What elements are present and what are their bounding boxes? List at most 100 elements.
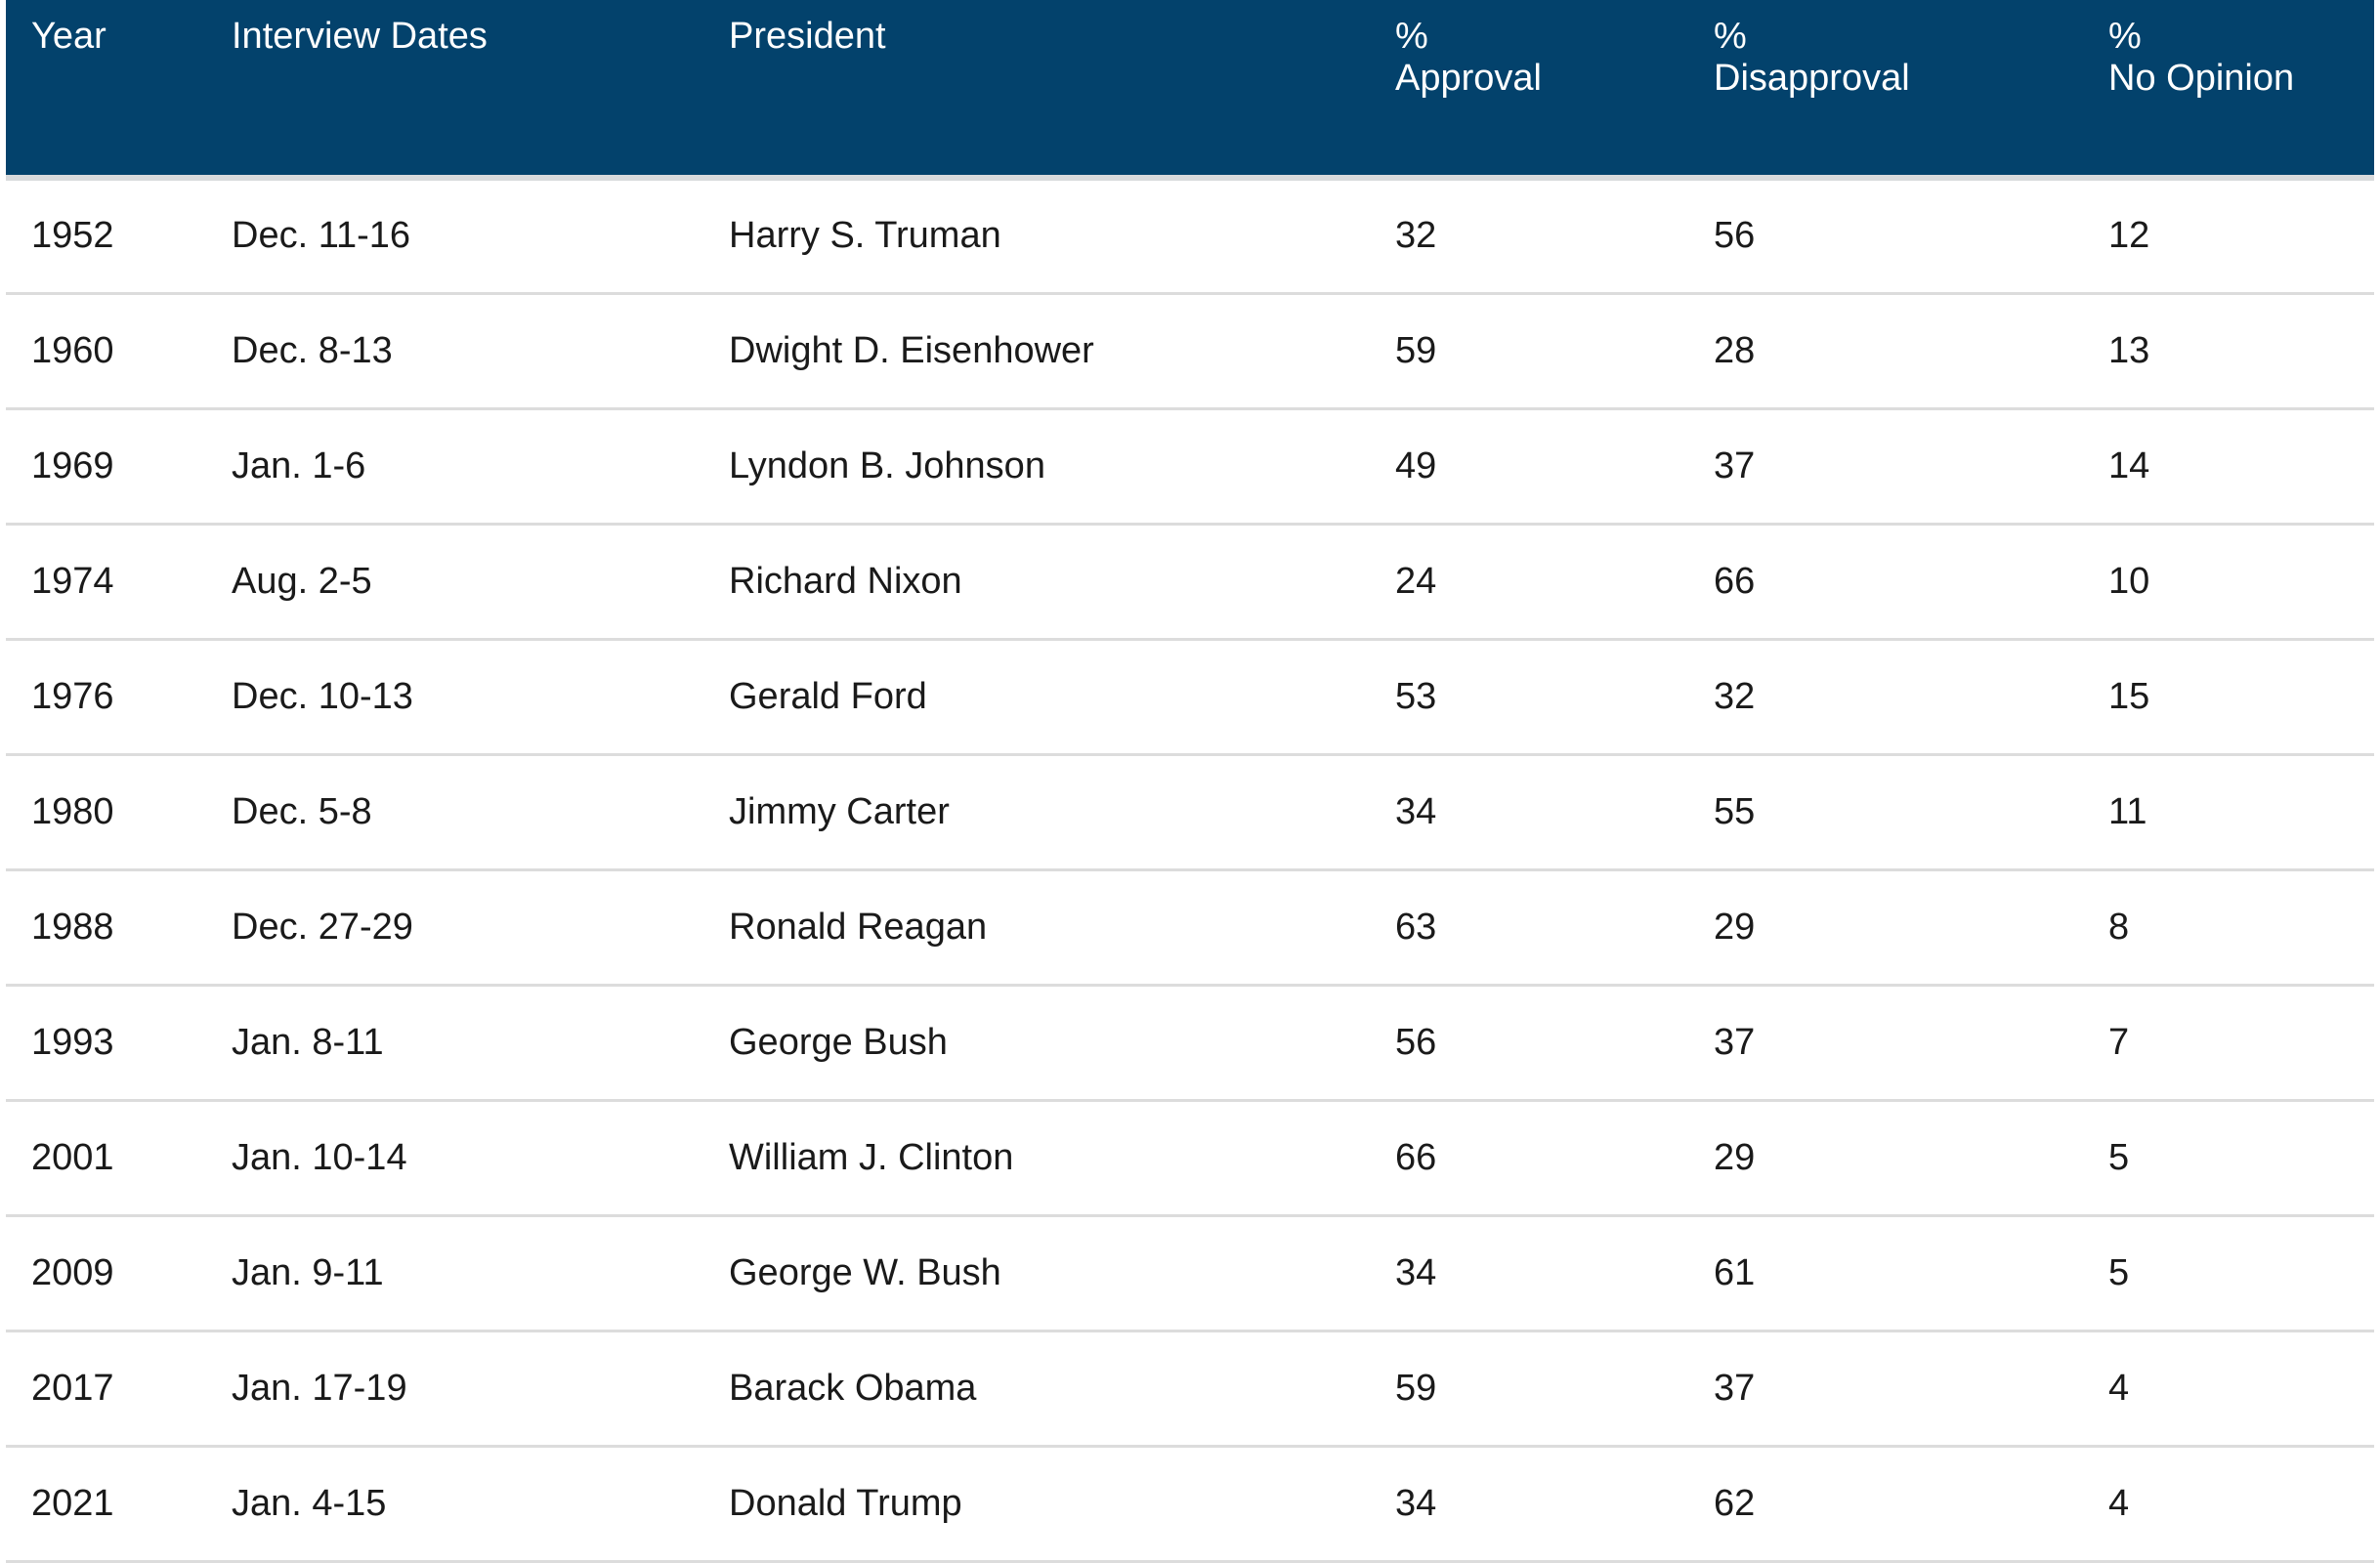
table-row: 1993 Jan. 8-11 George Bush 56 37 7: [6, 985, 2374, 1102]
cell-president: Lyndon B. Johnson: [729, 408, 1395, 526]
cell-disapproval: 37: [1714, 985, 2108, 1102]
cell-dates: Dec. 10-13: [232, 639, 729, 756]
column-header-no_opinion-line2: No Opinion: [2108, 58, 2295, 99]
cell-approval: 53: [1395, 639, 1714, 756]
cell-approval: 34: [1395, 1215, 1714, 1332]
cell-year: 2001: [6, 1100, 232, 1217]
cell-year: 1974: [6, 524, 232, 641]
table-row: 2001 Jan. 10-14 William J. Clinton 66 29 5: [6, 1100, 2374, 1217]
cell-disapproval: 37: [1714, 408, 2108, 526]
cell-president: Ronald Reagan: [729, 869, 1395, 987]
cell-approval: 59: [1395, 293, 1714, 410]
cell-dates: Jan. 10-14: [232, 1100, 729, 1217]
cell-no_opinion: 15: [2108, 639, 2374, 756]
cell-president: William J. Clinton: [729, 1100, 1395, 1217]
cell-approval: 32: [1395, 178, 1714, 295]
cell-disapproval: 29: [1714, 1100, 2108, 1217]
column-header-disapproval-line2: Disapproval: [1714, 58, 1910, 99]
cell-year: 2009: [6, 1215, 232, 1332]
cell-president: Dwight D. Eisenhower: [729, 293, 1395, 410]
cell-year: 1976: [6, 639, 232, 756]
cell-no_opinion: 13: [2108, 293, 2374, 410]
cell-disapproval: 29: [1714, 869, 2108, 987]
cell-approval: 24: [1395, 524, 1714, 641]
table-row: 1952 Dec. 11-16 Harry S. Truman 32 56 12: [6, 178, 2374, 295]
cell-approval: 34: [1395, 1446, 1714, 1563]
cell-approval: 66: [1395, 1100, 1714, 1217]
column-header-president-line1: President: [729, 16, 886, 57]
cell-president: Harry S. Truman: [729, 178, 1395, 295]
cell-president: Jimmy Carter: [729, 754, 1395, 871]
cell-year: 2017: [6, 1331, 232, 1448]
column-header-disapproval-line1: %: [1714, 16, 1747, 57]
column-header-president: President: [729, 0, 1395, 181]
cell-dates: Dec. 11-16: [232, 178, 729, 295]
cell-year: 1993: [6, 985, 232, 1102]
cell-disapproval: 32: [1714, 639, 2108, 756]
cell-dates: Jan. 8-11: [232, 985, 729, 1102]
cell-disapproval: 61: [1714, 1215, 2108, 1332]
column-header-no_opinion-line1: %: [2108, 16, 2142, 57]
cell-no_opinion: 4: [2108, 1446, 2374, 1563]
cell-disapproval: 66: [1714, 524, 2108, 641]
table-row: 2009 Jan. 9-11 George W. Bush 34 61 5: [6, 1215, 2374, 1332]
column-header-no_opinion: % No Opinion: [2108, 0, 2374, 181]
table-row: 1980 Dec. 5-8 Jimmy Carter 34 55 11: [6, 754, 2374, 871]
table-header: Year Interview Dates President% Approval% Di…: [6, 0, 2374, 181]
column-header-approval-line1: %: [1395, 16, 1428, 57]
table-row: 1969 Jan. 1-6 Lyndon B. Johnson 49 37 14: [6, 408, 2374, 526]
cell-no_opinion: 11: [2108, 754, 2374, 871]
table-row: 1976 Dec. 10-13 Gerald Ford 53 32 15: [6, 639, 2374, 756]
cell-president: Barack Obama: [729, 1331, 1395, 1448]
cell-dates: Aug. 2-5: [232, 524, 729, 641]
cell-disapproval: 55: [1714, 754, 2108, 871]
table-row: 2021 Jan. 4-15 Donald Trump 34 62 4: [6, 1446, 2374, 1563]
cell-approval: 63: [1395, 869, 1714, 987]
cell-no_opinion: 7: [2108, 985, 2374, 1102]
cell-approval: 59: [1395, 1331, 1714, 1448]
cell-disapproval: 37: [1714, 1331, 2108, 1448]
cell-year: 2021: [6, 1446, 232, 1563]
cell-dates: Jan. 1-6: [232, 408, 729, 526]
cell-disapproval: 56: [1714, 178, 2108, 295]
cell-president: Gerald Ford: [729, 639, 1395, 756]
cell-president: Donald Trump: [729, 1446, 1395, 1563]
cell-year: 1960: [6, 293, 232, 410]
cell-disapproval: 28: [1714, 293, 2108, 410]
cell-no_opinion: 5: [2108, 1215, 2374, 1332]
column-header-approval: % Approval: [1395, 0, 1714, 181]
cell-year: 1988: [6, 869, 232, 987]
table-row: 1974 Aug. 2-5 Richard Nixon 24 66 10: [6, 524, 2374, 641]
column-header-dates-line1: Interview Dates: [232, 16, 488, 57]
cell-dates: Dec. 27-29: [232, 869, 729, 987]
cell-year: 1969: [6, 408, 232, 526]
header-row: Year Interview Dates President% Approval% Di…: [6, 0, 2374, 181]
cell-approval: 49: [1395, 408, 1714, 526]
cell-no_opinion: 8: [2108, 869, 2374, 987]
cell-dates: Dec. 8-13: [232, 293, 729, 410]
table-row: 2017 Jan. 17-19 Barack Obama 59 37 4: [6, 1331, 2374, 1448]
cell-dates: Dec. 5-8: [232, 754, 729, 871]
cell-president: Richard Nixon: [729, 524, 1395, 641]
cell-no_opinion: 12: [2108, 178, 2374, 295]
column-header-disapproval: % Disapproval: [1714, 0, 2108, 181]
presidential-approval-table: Year Interview Dates President% Approval% Di…: [6, 0, 2374, 1563]
column-header-year-line1: Year: [31, 16, 106, 57]
table-body: 1952 Dec. 11-16 Harry S. Truman 32 56 12 1960 D…: [6, 178, 2374, 1563]
cell-president: George W. Bush: [729, 1215, 1395, 1332]
cell-disapproval: 62: [1714, 1446, 2108, 1563]
cell-approval: 34: [1395, 754, 1714, 871]
cell-no_opinion: 5: [2108, 1100, 2374, 1217]
table-row: 1988 Dec. 27-29 Ronald Reagan 63 29 8: [6, 869, 2374, 987]
cell-year: 1980: [6, 754, 232, 871]
cell-no_opinion: 4: [2108, 1331, 2374, 1448]
cell-no_opinion: 10: [2108, 524, 2374, 641]
cell-president: George Bush: [729, 985, 1395, 1102]
column-header-dates: Interview Dates: [232, 0, 729, 181]
cell-dates: Jan. 17-19: [232, 1331, 729, 1448]
column-header-year: Year: [6, 0, 232, 181]
table-row: 1960 Dec. 8-13 Dwight D. Eisenhower 59 28 13: [6, 293, 2374, 410]
cell-dates: Jan. 4-15: [232, 1446, 729, 1563]
column-header-approval-line2: Approval: [1395, 58, 1542, 99]
